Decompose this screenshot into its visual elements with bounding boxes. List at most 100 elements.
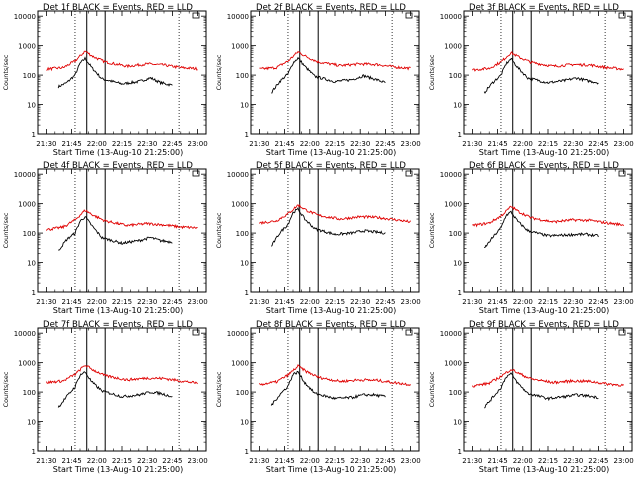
x-tick-label: 22:45 [162,140,182,148]
x-tick-label: 21:45 [275,457,295,465]
y-tick-label: 10000 [440,13,462,21]
panel-det-2: Det 2f BLACK = Events, RED = LLD 1 10 100 10… [215,3,421,157]
y-tick-label: 100 [449,72,462,80]
series-events [484,210,599,248]
x-tick-label: 21:30 [249,457,269,465]
x-tick-label: 21:30 [462,298,482,306]
x-tick-label: 22:30 [563,140,583,148]
x-tick-label: 21:45 [488,298,508,306]
x-tick-label: 23:00 [188,140,208,148]
y-tick-label: 1 [245,131,249,139]
series-lld [472,50,624,72]
y-tick-label: 1 [32,289,36,297]
y-axis-label: Counts/sec [428,212,436,248]
x-tick-label: 22:30 [350,457,370,465]
y-tick-label: 10 [453,260,462,268]
y-tick-label: 1000 [18,201,36,209]
x-tick-label: 23:00 [188,457,208,465]
x-tick-label: 23:00 [401,140,421,148]
legend-box [405,12,413,19]
series-lld [46,209,198,231]
legend-box [192,329,200,336]
y-tick-label: 100 [236,230,249,238]
y-axis-label: Counts/sec [428,371,436,407]
y-tick-label: 10000 [227,171,249,179]
y-tick-label: 100 [23,389,36,397]
plot-frame [37,327,207,452]
legend-box [405,170,413,177]
series-events [270,370,386,406]
y-tick-label: 1 [245,448,249,456]
panel-det-8: Det 8f BLACK = Events, RED = LLD 1 10 100 10… [215,320,421,474]
x-tick-label: 23:00 [614,298,634,306]
y-tick-label: 10 [240,102,249,110]
series-lld [259,364,411,387]
y-tick-label: 10000 [227,330,249,338]
x-tick-label: 22:45 [588,140,608,148]
x-tick-label: 22:30 [350,140,370,148]
y-tick-label: 1000 [231,201,249,209]
x-tick-label: 22:15 [112,140,132,148]
x-tick-label: 22:15 [112,298,132,306]
x-tick-label: 21:45 [62,140,82,148]
series-lld [472,205,624,228]
x-tick-label: 21:30 [36,298,56,306]
y-axis-label: Counts/sec [2,54,10,90]
x-tick-label: 21:30 [462,140,482,148]
y-tick-label: 10000 [14,13,36,21]
x-tick-label: 21:45 [275,298,295,306]
x-tick-label: 21:45 [275,140,295,148]
panel-det-6: Det 6f BLACK = Events, RED = LLD 1 10 100 10… [428,161,634,315]
series-lld [259,204,411,225]
legend-box [405,329,413,336]
x-tick-label: 23:00 [614,140,634,148]
y-tick-label: 10000 [440,330,462,338]
y-tick-label: 1 [458,448,462,456]
panel-det-7: Det 7f BLACK = Events, RED = LLD 1 10 100 10… [2,320,208,474]
x-tick-label: 22:45 [375,298,395,306]
x-axis-label: Start Time (13-Aug-10 21:25:00) [53,465,184,474]
y-tick-label: 1000 [444,360,462,368]
x-tick-label: 22:15 [325,140,345,148]
y-tick-label: 1 [32,131,36,139]
y-tick-label: 1 [245,289,249,297]
y-tick-label: 10 [240,419,249,427]
x-tick-label: 22:00 [87,298,107,306]
legend-box [618,12,626,19]
x-tick-label: 21:45 [488,140,508,148]
series-events [271,56,386,94]
panel-det-4: Det 4f BLACK = Events, RED = LLD 1 10 100 10… [2,161,208,315]
y-tick-label: 100 [23,72,36,80]
x-tick-label: 22:00 [300,140,320,148]
x-axis-label: Start Time (13-Aug-10 21:25:00) [266,465,397,474]
x-tick-label: 22:00 [513,140,533,148]
x-tick-label: 22:00 [513,457,533,465]
series-events [483,57,599,94]
x-tick-label: 23:00 [401,298,421,306]
plot-frame [463,327,633,452]
y-tick-label: 10 [453,419,462,427]
x-tick-label: 22:00 [300,457,320,465]
y-tick-label: 100 [236,72,249,80]
x-tick-label: 21:30 [462,457,482,465]
series-events [270,206,386,247]
x-tick-label: 22:30 [563,298,583,306]
y-axis-label: Counts/sec [2,371,10,407]
series-events [484,372,599,409]
x-tick-label: 22:30 [137,298,157,306]
y-axis-label: Counts/sec [215,371,223,407]
x-tick-label: 22:00 [87,140,107,148]
x-tick-label: 21:45 [488,457,508,465]
panel-title: Det 8f BLACK = Events, RED = LLD [256,320,406,330]
x-tick-label: 21:45 [62,298,82,306]
y-tick-label: 100 [23,230,36,238]
x-tick-label: 22:45 [588,457,608,465]
series-events [57,56,173,89]
y-axis-label: Counts/sec [215,212,223,248]
legend-box [192,170,200,177]
legend-box [618,170,626,177]
panel-title: Det 1f BLACK = Events, RED = LLD [43,3,193,13]
y-tick-label: 100 [449,230,462,238]
x-tick-label: 22:30 [350,298,370,306]
